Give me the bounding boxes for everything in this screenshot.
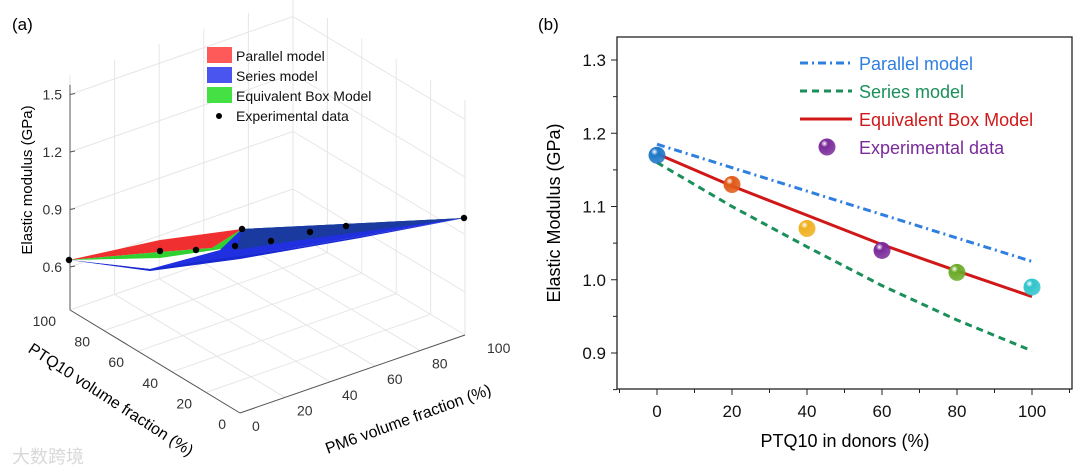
experimental-data-point bbox=[460, 214, 468, 222]
panel-a-legend: Parallel model Series model Equivalent Box… bbox=[207, 47, 371, 124]
legend-label: Equivalent Box Model bbox=[859, 110, 1033, 130]
x-tick-label: 100 bbox=[1018, 402, 1046, 421]
panel-b-plot-frame bbox=[616, 36, 1073, 390]
y-tick-label: 1.1 bbox=[582, 198, 606, 217]
y-tick-label: 1.0 bbox=[582, 271, 606, 290]
series-line-equivalent-box-model bbox=[656, 152, 1033, 299]
ptq10-axis-line bbox=[69, 309, 241, 414]
floor-grid-line bbox=[248, 247, 421, 352]
pm6-tick-label: 40 bbox=[342, 387, 358, 403]
z-tick-label: 0.9 bbox=[43, 202, 63, 218]
pm6-tick-label: 60 bbox=[387, 371, 403, 387]
experimental-data-point bbox=[948, 263, 966, 281]
z-tick bbox=[69, 208, 76, 210]
ptq10-tick-label: 80 bbox=[74, 334, 90, 350]
legend-label: Experimental data bbox=[859, 138, 1005, 158]
panel-a-z-axis-label: Elastic modulus (GPa) bbox=[19, 105, 36, 254]
floor-grid-line bbox=[205, 313, 431, 393]
panel-a-tick-labels: 0.6 0.9 1.2 1.5 100 80 60 40 20 0 0 20 40 60 80 100 bbox=[33, 87, 511, 435]
wall-grid-line bbox=[292, 16, 466, 120]
legend-label: Series model bbox=[236, 68, 318, 84]
wall-grid-line bbox=[292, 188, 466, 293]
legend-swatch-0 bbox=[207, 47, 232, 63]
panel-b-legend: Parallel model Series model Equivalent Box… bbox=[800, 54, 1033, 158]
x-tick-label: 0 bbox=[652, 402, 661, 421]
experimental-data-point bbox=[238, 225, 246, 233]
panel-b-series bbox=[648, 142, 1041, 353]
wall-grid-line bbox=[69, 131, 294, 210]
floor-grid-line bbox=[103, 252, 328, 332]
floor-grid-line bbox=[158, 278, 331, 383]
wall-grid-line bbox=[292, 131, 466, 235]
legend-swatch-1 bbox=[207, 67, 232, 83]
legend-label: Parallel model bbox=[236, 48, 325, 64]
series-model-surface-shade bbox=[236, 218, 465, 250]
experimental-data-point bbox=[156, 247, 164, 255]
x-tick-label: 60 bbox=[873, 402, 892, 421]
experimental-data-point bbox=[65, 256, 73, 264]
experimental-data-point bbox=[1023, 278, 1041, 296]
panel-b-label: (b) bbox=[538, 15, 559, 34]
watermark: 大数跨境 bbox=[12, 447, 84, 467]
experimental-data-point bbox=[231, 242, 239, 250]
floor-grid-line bbox=[114, 293, 286, 398]
experimental-data-point bbox=[723, 176, 741, 194]
z-tick-label: 1.5 bbox=[43, 87, 63, 103]
pm6-tick-label: 100 bbox=[487, 340, 511, 356]
floor-grid-line bbox=[292, 231, 466, 336]
legend-marker-experimental bbox=[216, 113, 222, 119]
floor-grid-line bbox=[137, 272, 362, 352]
legend-label: Series model bbox=[859, 82, 964, 102]
legend-label: Parallel model bbox=[859, 54, 973, 74]
wall-grid-line bbox=[69, 16, 294, 95]
x-tick-label: 80 bbox=[948, 402, 967, 421]
panel-b-line-chart: (b) 0 20 40 60 80 100 0.9 1.0 1.1 1.2 1.3 Parallel… bbox=[538, 15, 1073, 451]
panel-a-surfaces bbox=[65, 214, 468, 271]
series-line-series-model bbox=[656, 161, 1033, 353]
experimental-data-point bbox=[798, 219, 816, 237]
y-tick-label: 1.2 bbox=[582, 124, 606, 143]
parallel-model-surface bbox=[69, 229, 242, 260]
experimental-data-point bbox=[342, 222, 350, 230]
wall-grid-line bbox=[292, 73, 466, 178]
z-tick-label: 1.2 bbox=[43, 144, 63, 160]
wall-grid-line bbox=[69, 73, 294, 153]
ptq10-tick-label: 0 bbox=[218, 416, 226, 432]
experimental-data-point bbox=[306, 228, 314, 236]
ptq10-tick-label: 20 bbox=[176, 395, 192, 411]
z-tick bbox=[69, 265, 76, 268]
legend-swatch-2 bbox=[207, 87, 232, 103]
legend-label: Experimental data bbox=[236, 108, 349, 124]
x-tick-label: 20 bbox=[723, 402, 742, 421]
z-tick bbox=[69, 93, 76, 95]
ptq10-tick-label: 40 bbox=[142, 375, 158, 391]
y-tick-label: 1.3 bbox=[582, 51, 606, 70]
legend-marker-experimental bbox=[818, 138, 836, 156]
series-line-parallel-model bbox=[656, 142, 1033, 263]
pm6-tick-label: 80 bbox=[432, 356, 448, 372]
experimental-data-point bbox=[648, 146, 666, 164]
panel-b-y-axis-label: Elastic Modulus (GPa) bbox=[544, 123, 564, 302]
pm6-tick-label: 20 bbox=[297, 402, 313, 418]
panel-a-label: (a) bbox=[12, 15, 33, 34]
floor-grid-line bbox=[203, 262, 376, 367]
panel-b-axes: 0 20 40 60 80 100 0.9 1.0 1.1 1.2 1.3 bbox=[582, 51, 1070, 421]
y-tick-label: 0.9 bbox=[582, 344, 606, 363]
experimental-data-point bbox=[873, 241, 891, 259]
legend-label: Equivalent Box Model bbox=[236, 88, 371, 104]
ptq10-tick-label: 60 bbox=[108, 354, 124, 370]
panel-a-3d-surface: (a) 0.6 0.9 1.2 1.5 100 80 60 40 20 0 0 20 40 60 80 100… bbox=[12, 0, 511, 467]
z-tick-label: 0.6 bbox=[43, 259, 63, 275]
experimental-data-point bbox=[192, 246, 200, 254]
floor-grid-line bbox=[171, 293, 397, 373]
x-tick-label: 40 bbox=[798, 402, 817, 421]
ptq10-tick-label: 100 bbox=[33, 313, 57, 329]
experimental-data-point bbox=[267, 237, 275, 245]
z-tick bbox=[69, 150, 76, 153]
pm6-axis-line bbox=[239, 334, 466, 414]
panel-b-x-axis-label: PTQ10 in donors (%) bbox=[760, 431, 929, 451]
pm6-tick-label: 0 bbox=[252, 418, 260, 434]
